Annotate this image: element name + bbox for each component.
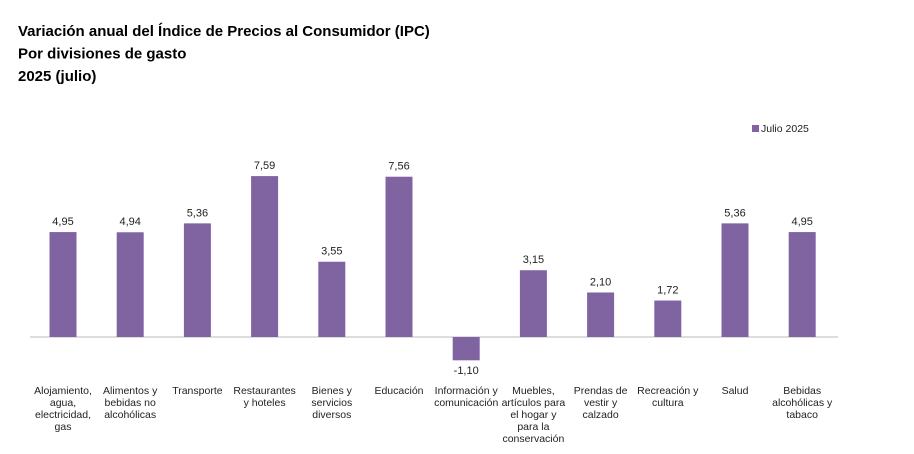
chart-title: 2025 (julio) — [18, 68, 96, 85]
bar — [318, 261, 346, 337]
bar — [452, 337, 480, 361]
x-tick-label: Bebidas alcohólicas y tabaco — [772, 385, 833, 421]
x-tick-label: Información y comunicación — [434, 385, 499, 409]
data-label: 4,95 — [52, 216, 73, 228]
bar — [587, 292, 615, 337]
x-tick-label: Bienes y servicios diversos — [311, 385, 353, 421]
bar — [654, 300, 682, 337]
data-label: -1,10 — [454, 365, 479, 377]
bar — [721, 223, 749, 337]
bar — [251, 176, 279, 337]
legend-label: Julio 2025 — [761, 123, 809, 135]
data-label: 3,15 — [523, 254, 544, 266]
data-label: 3,55 — [321, 246, 342, 258]
bar — [788, 232, 816, 337]
bar — [183, 223, 211, 337]
bar — [385, 176, 413, 337]
data-label: 7,59 — [254, 160, 275, 172]
bar — [116, 232, 144, 337]
data-label: 2,10 — [590, 276, 611, 288]
bar — [49, 232, 77, 337]
x-tick-label: Muebles, artículos para el hogar y para … — [501, 385, 566, 445]
legend-swatch — [752, 125, 759, 132]
x-tick-label: Transporte — [172, 385, 223, 397]
x-tick-label: Educación — [374, 385, 424, 397]
chart-title: Por divisiones de gasto — [18, 45, 186, 62]
data-label: 4,95 — [791, 216, 812, 228]
data-label: 4,94 — [119, 216, 140, 228]
x-tick-label: Restaurantes y hoteles — [233, 385, 296, 409]
data-label: 5,36 — [724, 207, 745, 219]
data-label: 1,72 — [657, 284, 678, 296]
x-tick-label: Prendas de vestir y calzado — [573, 385, 628, 421]
data-label: 7,56 — [388, 161, 409, 173]
bar — [519, 270, 547, 337]
x-tick-label: Recreación y cultura — [637, 385, 699, 409]
x-tick-label: Alimentos y bebidas no alcohólicas — [103, 385, 158, 421]
x-tick-label: Salud — [721, 385, 749, 397]
chart-title: Variación anual del Índice de Precios al… — [18, 23, 430, 40]
data-label: 5,36 — [187, 207, 208, 219]
x-tick-label: Alojamiento, agua, electricidad, gas — [34, 385, 92, 433]
